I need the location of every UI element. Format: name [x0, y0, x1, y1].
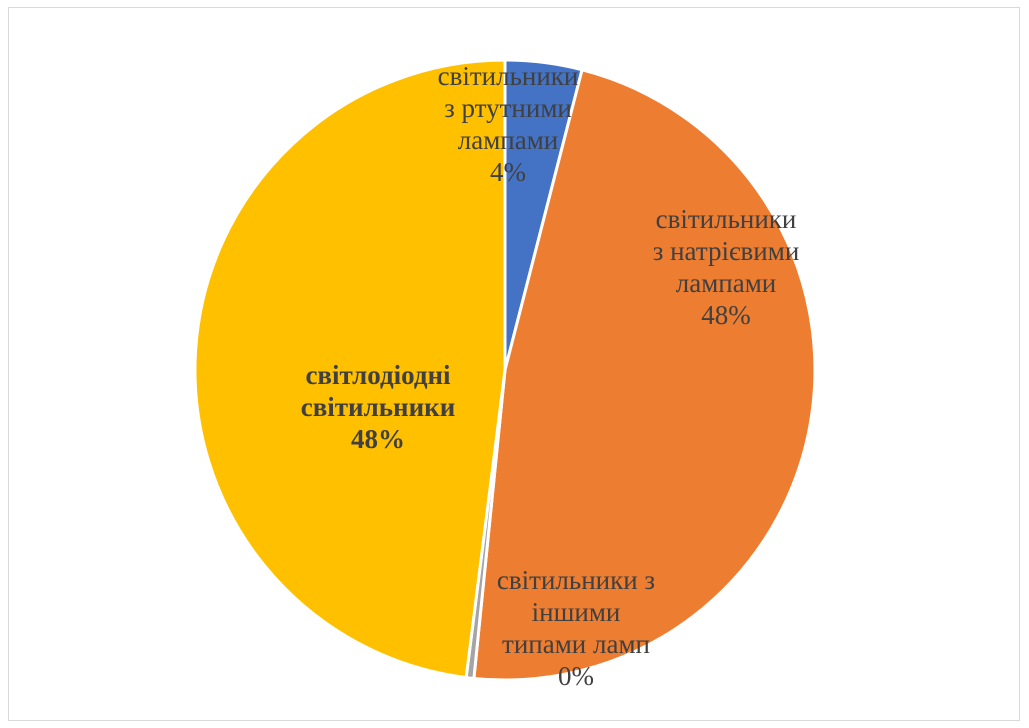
pie-label-percent: 0%: [558, 661, 594, 691]
pie-slice-4: [193, 58, 507, 680]
pie-label-line: світлодіодні: [305, 360, 451, 390]
pie-label-3: світильники з іншими типами ламп 0%: [497, 565, 655, 691]
pie-label-line: типами ламп: [502, 629, 650, 659]
pie-label-line: лампами: [458, 125, 559, 155]
pie-label-line: світильники: [301, 392, 456, 422]
pie-label-line: з натрієвими: [653, 236, 800, 266]
pie-label-percent: 48%: [701, 300, 751, 330]
pie-label-line: з ртутними: [444, 93, 572, 123]
pie-label-2: світильники з натрієвими лампами 48%: [653, 204, 800, 330]
pie-label-4: світлодіодні світильники 48%: [301, 360, 456, 454]
pie-label-line: світильники з: [497, 565, 655, 595]
pie-label-line: світильники: [656, 204, 797, 234]
pie-label-percent: 48%: [351, 424, 405, 454]
pie-label-1: світильники з ртутними лампами 4%: [438, 61, 579, 187]
pie-label-percent: 4%: [490, 157, 526, 187]
pie-label-line: світильники: [438, 61, 579, 91]
pie-label-line: іншими: [532, 597, 621, 627]
pie-labels: світильники з ртутними лампами 4%світильник…: [301, 61, 800, 691]
pie-label-line: лампами: [676, 268, 777, 298]
pie-slice-2: [472, 68, 817, 682]
pie-slices: [193, 58, 817, 682]
